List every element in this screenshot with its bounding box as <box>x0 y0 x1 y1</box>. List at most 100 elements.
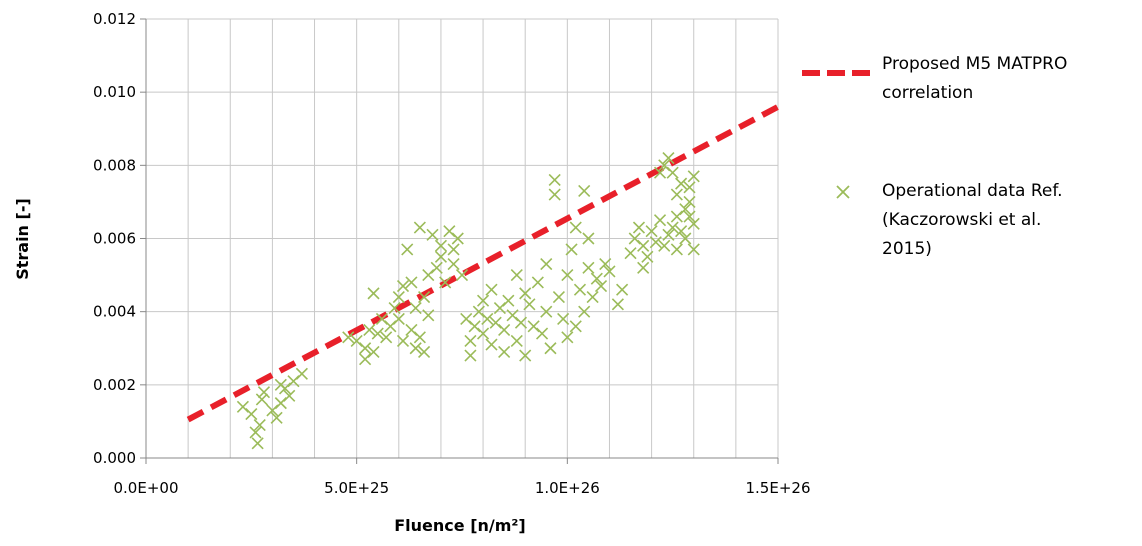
data-point-x-marker <box>434 239 447 252</box>
marker-stroke <box>557 312 570 326</box>
marker-stroke <box>586 290 599 304</box>
marker-stroke <box>603 265 616 278</box>
data-point-x-marker <box>447 243 460 256</box>
marker-stroke <box>283 389 296 402</box>
data-point-x-marker <box>401 243 414 256</box>
marker-stroke <box>578 305 591 318</box>
data-point-x-marker <box>531 276 544 289</box>
data-point-x-marker <box>498 323 511 337</box>
marker-stroke <box>460 312 473 326</box>
marker-stroke <box>561 269 574 282</box>
marker-stroke <box>679 232 692 245</box>
data-point-x-marker <box>662 151 675 165</box>
marker-stroke <box>401 243 414 256</box>
data-point-x-marker <box>573 283 587 296</box>
data-point-x-marker <box>599 258 612 271</box>
marker-stroke <box>498 345 511 358</box>
data-point-x-marker <box>447 258 460 271</box>
data-point-x-marker <box>590 272 603 285</box>
marker-stroke <box>245 408 258 421</box>
marker-stroke <box>573 283 587 296</box>
marker-stroke <box>582 232 595 245</box>
marker-stroke <box>439 276 452 289</box>
data-point-x-marker <box>594 279 608 293</box>
data-point-x-marker <box>582 232 595 245</box>
marker-stroke <box>468 320 481 333</box>
data-point-x-marker <box>645 225 658 238</box>
marker-stroke <box>422 309 435 322</box>
marker-stroke <box>544 342 557 355</box>
legend-label-line: Proposed M5 MATPRO <box>882 54 1068 74</box>
data-point-x-marker <box>653 214 667 227</box>
marker-stroke <box>582 261 595 274</box>
data-point-x-marker <box>611 298 624 311</box>
data-point-x-marker <box>548 188 561 201</box>
marker-stroke <box>523 298 536 311</box>
data-point-x-marker <box>683 210 696 223</box>
tick-labels: 0.000 0.002 0.004 0.006 0.008 0.010 0.012 0.0E+… <box>93 10 810 497</box>
data-point-x-marker <box>392 312 405 326</box>
data-point-x-marker <box>455 269 469 282</box>
marker-stroke <box>510 269 523 282</box>
data-point-x-marker <box>670 188 683 201</box>
marker-stroke <box>413 331 426 344</box>
marker-stroke <box>270 411 283 424</box>
data-point-x-marker <box>409 301 422 315</box>
marker-stroke <box>594 279 608 293</box>
y-tick-label: 0.008 <box>93 156 136 174</box>
data-point-x-marker <box>396 334 410 347</box>
marker-stroke <box>253 419 266 432</box>
marker-stroke <box>519 287 532 300</box>
data-point-x-marker <box>603 265 616 278</box>
data-point-x-marker <box>510 269 523 282</box>
marker-stroke <box>236 400 249 413</box>
marker-stroke <box>481 312 494 326</box>
correlation-line-series <box>186 104 780 423</box>
cross-marker-icon <box>836 185 850 199</box>
data-point-x-marker <box>342 331 355 344</box>
marker-stroke <box>464 349 477 362</box>
data-point-x-marker <box>485 283 498 296</box>
data-point-x-marker <box>422 309 435 322</box>
marker-stroke <box>367 287 380 300</box>
marker-stroke <box>611 298 624 311</box>
marker-stroke <box>392 290 405 304</box>
data-point-x-marker <box>565 243 578 256</box>
marker-stroke <box>535 327 549 340</box>
marker-stroke <box>514 316 528 329</box>
data-point-x-marker <box>388 301 401 315</box>
marker-stroke <box>531 276 544 289</box>
marker-stroke <box>653 214 667 227</box>
marker-stroke <box>426 228 439 241</box>
data-point-x-marker <box>485 338 498 351</box>
data-point-x-marker <box>658 239 671 252</box>
marker-stroke <box>380 331 393 344</box>
marker-stroke <box>552 290 565 304</box>
marker-stroke <box>405 276 418 289</box>
data-point-x-marker <box>434 250 447 263</box>
marker-stroke <box>409 301 422 315</box>
data-point-x-marker <box>367 287 380 300</box>
data-point-x-marker <box>653 166 667 179</box>
marker-stroke <box>645 225 658 238</box>
marker-stroke <box>649 236 662 249</box>
marker-stroke <box>658 239 671 252</box>
correlation-line <box>186 104 780 423</box>
data-point-x-marker <box>255 393 268 406</box>
data-point-x-marker <box>578 184 591 198</box>
marker-stroke <box>489 316 502 329</box>
marker-stroke <box>624 247 637 260</box>
y-tick-label: 0.010 <box>93 83 136 101</box>
marker-stroke <box>565 243 578 256</box>
data-point-x-marker <box>569 221 582 234</box>
data-point-x-marker <box>514 316 528 329</box>
marker-stroke <box>590 272 603 285</box>
data-point-x-marker <box>675 177 688 190</box>
marker-stroke <box>363 323 376 337</box>
data-point-x-marker <box>675 225 688 238</box>
x-tick-label: 5.0E+25 <box>324 479 389 497</box>
y-tick-label: 0.004 <box>93 303 136 321</box>
data-point-x-marker <box>502 294 515 307</box>
data-point-x-marker <box>439 276 452 289</box>
y-axis-title: Strain [-] <box>13 198 32 280</box>
